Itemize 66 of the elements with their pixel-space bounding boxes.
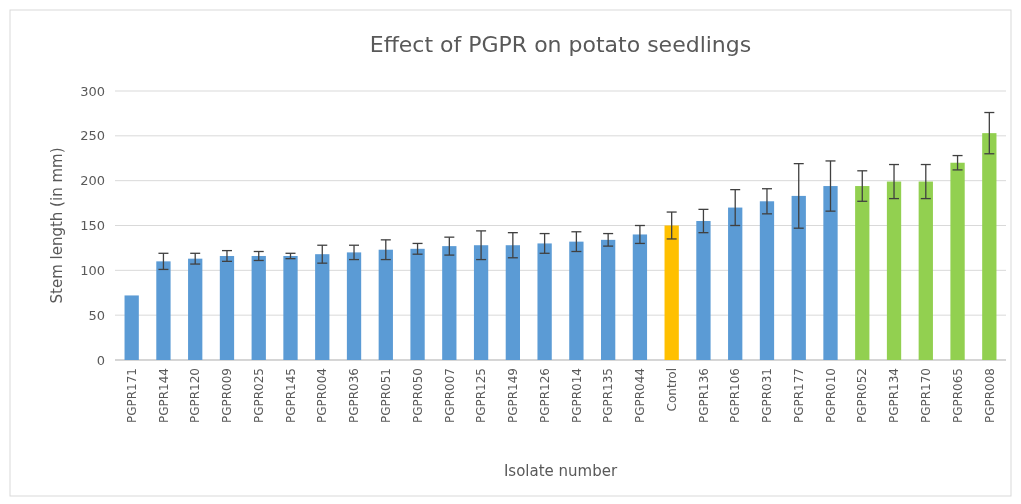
x-tick-label: PGPR126 — [537, 368, 552, 424]
bar — [791, 195, 806, 360]
bar — [346, 252, 362, 360]
x-tick-label: PGPR171 — [124, 368, 139, 424]
bar — [251, 255, 266, 360]
y-tick-label: 200 — [80, 173, 105, 189]
x-tick-label: PGPR177 — [791, 368, 806, 424]
x-tick-label: PGPR025 — [251, 368, 266, 424]
bar — [473, 245, 489, 360]
bar — [759, 201, 775, 360]
x-tick-label: PGPR052 — [855, 368, 870, 424]
x-tick-label: PGPR036 — [347, 368, 362, 424]
y-axis-title: Stem length (in mm) — [48, 147, 66, 304]
x-tick-label: PGPR007 — [442, 368, 457, 424]
bar — [505, 245, 520, 360]
x-tick-label: PGPR044 — [633, 368, 648, 424]
x-tick-label: PGPR145 — [283, 368, 298, 424]
chart-title: Effect of PGPR on potato seedlings — [369, 32, 752, 57]
bar — [950, 162, 965, 360]
x-tick-label: PGPR135 — [601, 368, 616, 424]
bar — [918, 181, 933, 360]
x-tick-label: PGPR004 — [315, 368, 330, 424]
y-tick-label: 300 — [80, 83, 105, 99]
x-tick-label: PGPR010 — [823, 368, 838, 424]
x-tick-label: Control — [664, 368, 679, 412]
bar — [982, 133, 997, 360]
bar — [601, 239, 616, 360]
x-tick-label: PGPR134 — [887, 368, 902, 424]
x-tick-label: PGPR008 — [982, 368, 997, 424]
y-tick-label: 250 — [80, 128, 105, 144]
bar — [188, 258, 203, 360]
bar — [315, 254, 330, 360]
x-tick-label: PGPR051 — [378, 368, 393, 424]
x-tick-label: PGPR149 — [506, 368, 521, 424]
x-tick-label: PGPR014 — [569, 368, 584, 424]
bar — [664, 225, 679, 360]
bar — [855, 186, 870, 360]
x-tick-label: PGPR106 — [728, 368, 743, 424]
x-axis-title: Isolate number — [503, 462, 618, 480]
x-tick-label: PGPR144 — [156, 368, 171, 424]
x-tick-label: PGPR125 — [474, 368, 489, 424]
bar — [219, 255, 235, 360]
x-tick-label: PGPR065 — [950, 368, 965, 424]
y-tick-label: 100 — [80, 262, 105, 278]
x-tick-label: PGPR120 — [188, 368, 203, 424]
bar — [124, 295, 139, 360]
bar — [442, 246, 457, 360]
x-tick-label: PGPR136 — [696, 368, 711, 424]
bar — [537, 243, 552, 360]
x-tick-label: PGPR170 — [918, 368, 933, 424]
bar — [823, 186, 838, 360]
y-tick-label: 50 — [88, 307, 105, 323]
bar — [283, 255, 298, 360]
bar — [410, 248, 425, 360]
y-tick-label: 150 — [80, 218, 105, 234]
bar — [156, 261, 171, 360]
y-tick-label: 0 — [96, 352, 105, 368]
bar — [886, 181, 902, 360]
bar — [378, 249, 393, 360]
x-tick-label: PGPR050 — [410, 368, 425, 424]
bar — [728, 207, 743, 360]
bar — [632, 234, 648, 360]
bar — [569, 241, 584, 360]
bar — [696, 221, 711, 360]
x-tick-label: PGPR031 — [760, 368, 775, 424]
x-tick-label: PGPR009 — [220, 368, 235, 424]
